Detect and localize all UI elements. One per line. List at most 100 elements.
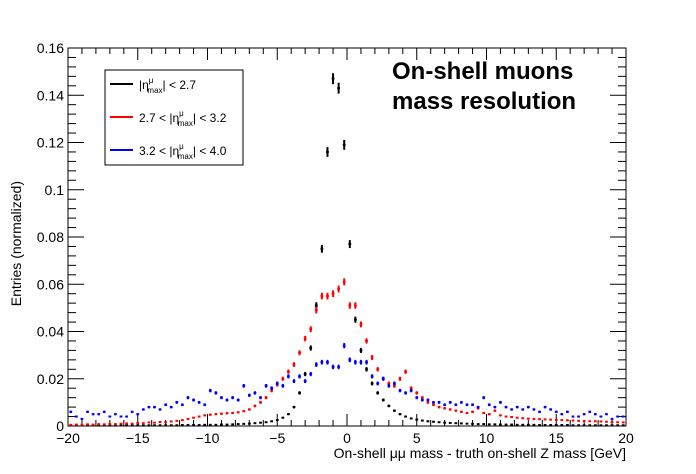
data-point	[69, 410, 73, 413]
data-point	[526, 417, 530, 420]
legend-label-2: 2.7 < |ημ max| < 3.2	[139, 109, 227, 128]
data-point	[432, 400, 435, 404]
data-point	[359, 321, 363, 328]
data-point	[180, 419, 184, 422]
data-point	[337, 364, 341, 370]
data-point	[225, 412, 229, 415]
data-point	[270, 420, 274, 423]
series-2	[69, 278, 625, 426]
data-point	[560, 419, 564, 422]
y-axis: 0 0.02 0.04 0.06 0.08 0.1 0.12 0.14 0.16	[37, 40, 626, 434]
data-point	[359, 359, 363, 365]
data-point	[605, 413, 608, 416]
data-point	[292, 405, 296, 409]
data-point	[365, 367, 368, 372]
data-point	[577, 415, 580, 418]
data-point	[365, 338, 368, 344]
data-point	[549, 408, 553, 411]
data-point	[264, 396, 268, 400]
data-point	[532, 417, 536, 420]
data-point	[566, 410, 569, 413]
data-point	[247, 408, 251, 411]
x-axis-title: On-shell μμ mass - truth on-shell Z mass…	[334, 445, 626, 461]
data-point	[404, 391, 407, 395]
y-tick-label: 0.14	[37, 87, 64, 103]
data-point	[621, 415, 625, 418]
data-point	[281, 383, 285, 388]
data-point	[326, 147, 329, 157]
data-point	[342, 139, 346, 150]
data-point	[610, 417, 614, 420]
data-point	[292, 379, 296, 384]
data-point	[353, 316, 357, 323]
data-point	[499, 414, 502, 417]
data-point	[465, 411, 469, 415]
data-point	[97, 413, 101, 416]
data-point	[582, 413, 586, 416]
data-point	[86, 410, 89, 413]
data-point	[287, 413, 290, 416]
data-point	[326, 292, 329, 300]
data-point	[259, 396, 262, 400]
data-point	[108, 415, 112, 418]
data-point	[398, 376, 402, 381]
data-point	[443, 403, 447, 407]
data-point	[370, 381, 374, 386]
data-point	[169, 405, 173, 409]
data-point	[214, 391, 218, 395]
y-tick-label: 0.04	[37, 324, 64, 340]
data-point	[420, 419, 424, 422]
data-point	[298, 391, 301, 395]
data-point	[526, 405, 530, 409]
data-point	[136, 413, 140, 416]
x-tick-label: −10	[196, 430, 220, 446]
data-point	[454, 409, 458, 412]
data-point	[259, 400, 262, 404]
x-tick-label: 20	[618, 430, 634, 446]
x-axis: −20 −15 −10 −5 0 5 10 15 20	[56, 48, 634, 446]
data-point	[471, 410, 474, 413]
data-point	[459, 400, 463, 404]
data-point	[510, 416, 514, 419]
data-point	[515, 416, 519, 419]
legend: |ημ max| < 2.7 2.7 < |ημ max| < 3.2 3.2 < |η…	[104, 69, 244, 166]
data-point	[264, 383, 268, 388]
data-point	[616, 415, 620, 418]
y-tick-label: 0.1	[45, 182, 65, 198]
data-point	[74, 415, 78, 418]
data-point	[426, 420, 430, 423]
data-point	[571, 415, 575, 418]
data-point	[554, 410, 558, 413]
data-point	[331, 364, 335, 370]
y-tick-label: 0.12	[37, 135, 64, 151]
data-point	[281, 376, 285, 381]
x-tick-label: −5	[269, 430, 285, 446]
data-point	[482, 411, 486, 415]
data-point	[448, 408, 452, 411]
data-point	[376, 381, 380, 386]
data-point	[298, 350, 301, 356]
data-point	[231, 411, 235, 415]
data-point	[432, 403, 435, 407]
data-point	[420, 398, 424, 402]
data-point	[588, 410, 592, 413]
data-point	[320, 359, 324, 365]
data-point	[348, 357, 352, 363]
data-point	[415, 418, 419, 421]
data-point	[353, 302, 357, 309]
data-point	[342, 343, 346, 349]
data-point	[415, 396, 419, 400]
x-tick-label: 10	[479, 430, 495, 446]
data-point	[102, 410, 106, 413]
data-point	[437, 405, 441, 409]
data-point	[437, 400, 441, 404]
legend-label-3: 3.2 < |ημ max| < 4.0	[139, 142, 227, 161]
data-point	[398, 413, 402, 416]
data-point	[314, 307, 318, 314]
data-point	[253, 404, 257, 408]
data-point	[180, 403, 184, 407]
data-point	[236, 411, 240, 414]
data-point	[493, 409, 497, 412]
data-point	[242, 409, 246, 413]
data-point	[577, 419, 580, 422]
